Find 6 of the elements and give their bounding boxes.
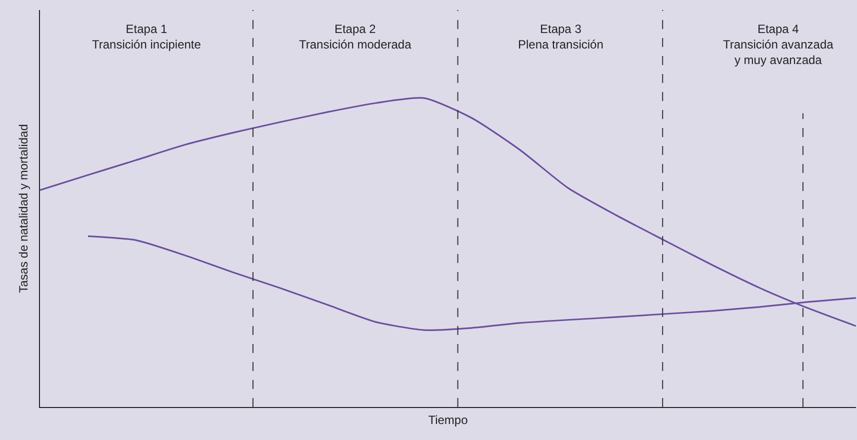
- x-axis-title: Tiempo: [428, 412, 468, 427]
- text: Etapa 3 Plena transición: [518, 22, 604, 52]
- text: Etapa 4 Transición avanzada y muy avanzada: [723, 22, 834, 68]
- y-axis-title: Tasas de natalidad y mortalidad: [16, 124, 30, 293]
- text: Etapa 2 Transición moderada: [299, 22, 412, 52]
- text: Etapa 1 Transición incipiente: [92, 22, 202, 52]
